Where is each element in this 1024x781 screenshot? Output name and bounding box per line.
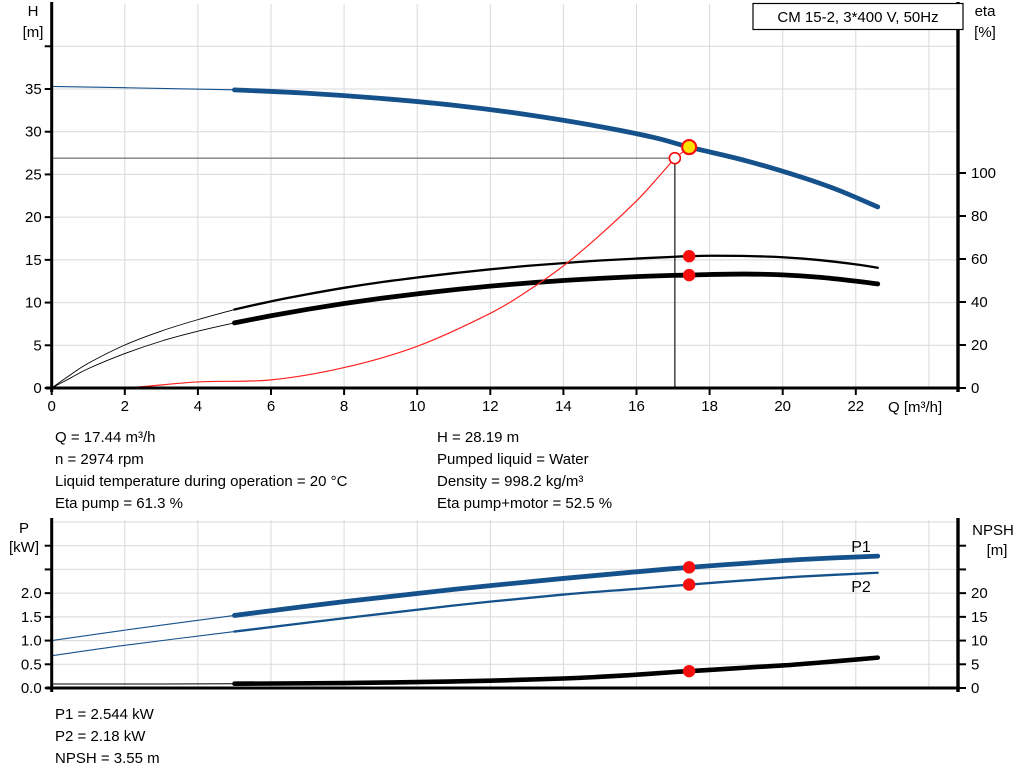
duty-h-value: H = 28.19 m — [437, 429, 520, 446]
duty-speed-value: n = 2974 rpm — [55, 451, 144, 468]
eta-pump-motor-value: Eta pump+motor = 52.5 % — [437, 495, 613, 512]
eta-pump-motor-point — [682, 268, 696, 282]
y-left-tick-label: 1.5 — [21, 609, 42, 626]
y-left-tick-label: 15 — [25, 252, 42, 269]
y-right-axis-title: eta — [975, 3, 997, 20]
y-right-tick-label: 100 — [971, 165, 996, 182]
p1-value: P1 = 2.544 kW — [55, 706, 154, 723]
y-left-tick-label: 2.0 — [21, 585, 42, 602]
y-right-tick-label: 5 — [971, 656, 979, 673]
pump-title-box — [752, 2, 964, 31]
power-info-column: P1 = 2.544 kW P2 = 2.18 kW NPSH = 3.55 m — [55, 704, 160, 770]
y-right-tick-label: 15 — [971, 609, 988, 626]
eta-pump-curve — [233, 254, 879, 311]
liquid-temperature-value: Liquid temperature during operation = 20… — [55, 473, 348, 490]
duty-q-value: Q = 17.44 m³/h — [55, 429, 156, 446]
y-right-tick-label: 20 — [971, 585, 988, 602]
p1-curve-thin — [51, 614, 235, 642]
y-left-axis-title: P — [19, 520, 29, 537]
y-right-axis-title: [m] — [987, 542, 1008, 559]
pump-title: CM 15-2, 3*400 V, 50Hz — [777, 9, 938, 26]
y-left-axis-title: [kW] — [9, 539, 39, 556]
p2-value: P2 = 2.18 kW — [55, 728, 146, 745]
y-left-tick-label: 35 — [25, 81, 42, 98]
x-tick-label: 2 — [121, 398, 129, 415]
eta-pump-value: Eta pump = 61.3 % — [55, 495, 183, 512]
duty-point — [681, 138, 698, 156]
npsh-value: NPSH = 3.55 m — [55, 750, 160, 767]
p1-duty-point — [682, 561, 696, 574]
eta-pump-motor-curve-thin — [51, 322, 235, 389]
x-tick-label: 0 — [48, 398, 56, 415]
y-right-tick-label: 60 — [971, 251, 988, 268]
y-right-axis-title: [%] — [974, 24, 996, 41]
y-right-tick-label: 40 — [971, 294, 988, 311]
duty-info-right-column: H = 28.19 m Pumped liquid = Water Densit… — [437, 427, 612, 515]
p2-curve-thin — [51, 631, 235, 657]
density-value: Density = 998.2 kg/m³ — [437, 473, 584, 490]
series-label-p1: P1 — [851, 539, 871, 556]
requested-duty-point — [668, 151, 682, 165]
x-tick-label: 12 — [482, 398, 499, 415]
y-left-tick-label: 0.5 — [21, 656, 42, 673]
y-right-tick-label: 80 — [971, 208, 988, 225]
y-left-tick-label: 10 — [25, 295, 42, 312]
duty-info-left-column: Q = 17.44 m³/h n = 2974 rpm Liquid tempe… — [55, 427, 347, 515]
x-tick-label: 8 — [340, 398, 348, 415]
p2-duty-point — [682, 578, 696, 591]
x-tick-label: 22 — [847, 398, 864, 415]
head-curve-thin — [51, 85, 235, 91]
x-tick-label: 4 — [194, 398, 202, 415]
x-tick-label: 10 — [409, 398, 426, 415]
system-curve — [51, 157, 676, 389]
p2-curve — [233, 571, 879, 633]
x-tick-label: 18 — [701, 398, 718, 415]
head-curve — [232, 87, 881, 210]
y-left-tick-label: 5 — [33, 337, 41, 354]
y-right-axis-title: NPSH — [972, 522, 1014, 539]
y-left-tick-label: 20 — [25, 209, 42, 226]
x-axis-title: Q [m³/h] — [888, 399, 942, 416]
y-left-tick-label: 25 — [25, 166, 42, 183]
eta-pump-point — [682, 250, 696, 263]
series-label-p2: P2 — [851, 579, 871, 596]
y-left-tick-label: 30 — [25, 124, 42, 141]
y-left-tick-label: 0.0 — [21, 680, 42, 697]
y-left-tick-label: 0 — [33, 380, 41, 397]
x-tick-label: 14 — [555, 398, 572, 415]
y-right-tick-label: 0 — [971, 680, 979, 697]
y-left-tick-label: 1.0 — [21, 633, 42, 650]
y-left-axis-title: [m] — [23, 24, 44, 41]
eta-pump-motor-curve — [232, 271, 881, 326]
y-right-tick-label: 10 — [971, 633, 988, 650]
npsh-duty-point — [682, 664, 696, 678]
p1-curve — [232, 553, 881, 618]
y-right-tick-label: 20 — [971, 337, 988, 354]
pumped-liquid-value: Pumped liquid = Water — [437, 451, 589, 468]
x-tick-label: 6 — [267, 398, 275, 415]
eta-pump-curve-thin — [51, 309, 235, 389]
npsh-curve — [232, 655, 881, 687]
y-right-tick-label: 0 — [971, 380, 979, 397]
x-tick-label: 20 — [774, 398, 791, 415]
x-tick-label: 16 — [628, 398, 645, 415]
y-left-axis-title: H — [28, 3, 39, 20]
